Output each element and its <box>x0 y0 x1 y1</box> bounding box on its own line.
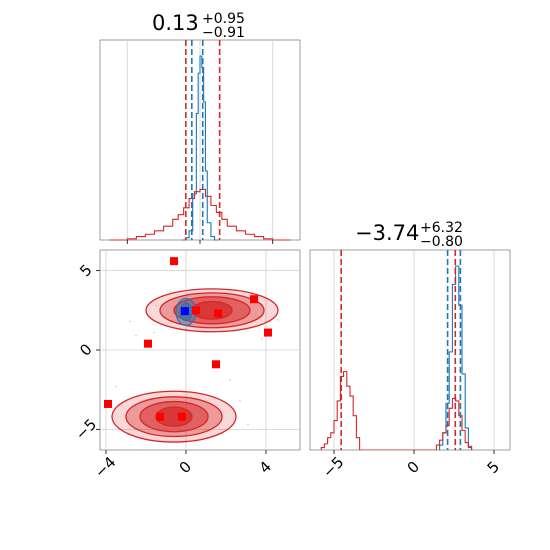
x-tick-label: 4 <box>256 458 275 477</box>
hist-series-0 <box>181 55 219 241</box>
x-tick-label: −5 <box>319 453 347 481</box>
sample-dot <box>129 320 131 323</box>
red-marker <box>212 360 220 369</box>
red-marker <box>104 399 112 408</box>
title-value-param2: −3.74 <box>355 221 419 245</box>
red-marker <box>144 339 152 348</box>
x-tick-label: 5 <box>484 458 503 477</box>
red-marker <box>250 295 258 304</box>
x-tick-label: 0 <box>176 458 195 477</box>
sample-dot <box>261 338 263 340</box>
sample-dot <box>277 319 279 321</box>
title-plus-param2: +6.32 <box>420 220 463 236</box>
sample-dot <box>153 331 155 334</box>
red-marker <box>170 257 178 266</box>
histogram-panel-param1 <box>99 39 301 244</box>
blue-marker <box>181 307 189 316</box>
sample-dot <box>247 423 249 426</box>
title-minus-param2: −0.80 <box>420 234 463 250</box>
red-marker <box>192 306 200 315</box>
hist-series-1 <box>320 370 473 450</box>
red-marker <box>156 412 164 421</box>
hist-series-1 <box>109 188 291 241</box>
red-marker <box>264 328 272 337</box>
sample-dot <box>239 399 241 402</box>
title-minus-param1: −0.91 <box>202 25 245 41</box>
histogram-panel-param2: −5 0 5 <box>309 249 511 481</box>
panel-frame <box>309 249 511 451</box>
y-tick-label: −5 <box>72 415 100 443</box>
joint-contour-panel: −4 0 4 −5 0 5 <box>72 249 301 481</box>
title-value-param1: 0.13 <box>152 11 199 35</box>
y-tick-label: 0 <box>76 340 95 359</box>
sample-dot <box>155 304 157 307</box>
sample-dot <box>135 334 137 337</box>
sample-dot <box>229 379 231 381</box>
y-tick-label: 5 <box>76 261 95 280</box>
red-marker <box>178 412 186 421</box>
sample-dot <box>115 385 117 388</box>
red-marker <box>214 309 222 318</box>
title-plus-param1: +0.95 <box>202 11 245 27</box>
sample-dot <box>169 290 171 293</box>
x-tick-label: −4 <box>91 453 119 481</box>
x-tick-label: 0 <box>404 458 423 477</box>
